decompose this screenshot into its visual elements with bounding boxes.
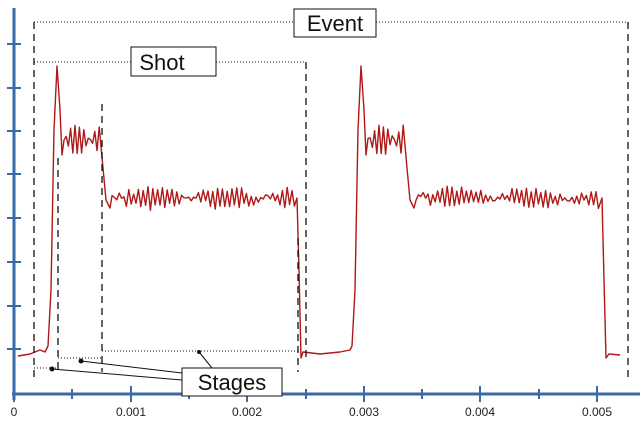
x-tick-label: 0.002: [232, 405, 262, 419]
callout-leader: [51, 368, 183, 381]
y-axis: [7, 8, 21, 400]
stages-label: Stages: [198, 370, 267, 395]
callout-dot: [197, 350, 201, 354]
x-tick-label: 0.001: [116, 405, 146, 419]
stages-label-box: [181, 367, 283, 397]
x-tick-label: 0.005: [582, 405, 612, 419]
stage-boundaries: [34, 104, 299, 372]
event-label-box: [293, 8, 377, 38]
callout-dot: [49, 366, 55, 372]
callout-leader: [80, 360, 183, 374]
signal-trace: [17, 65, 621, 359]
callout-dot: [78, 358, 84, 364]
stages-callout: Stages: [49, 350, 283, 397]
event-label: Event: [307, 11, 363, 36]
shot-label-box: [130, 46, 217, 77]
callout-leader: [198, 351, 213, 369]
shot-label: Shot: [139, 50, 184, 75]
x-axis: 0 0.001 0.002 0.003 0.004 0.005: [11, 386, 640, 419]
x-tick-label: 0: [11, 405, 18, 419]
shot-bracket: Shot: [34, 46, 307, 362]
x-tick-label: 0.004: [465, 405, 495, 419]
x-tick-label: 0.003: [349, 405, 379, 419]
event-bracket: Event: [33, 8, 629, 382]
